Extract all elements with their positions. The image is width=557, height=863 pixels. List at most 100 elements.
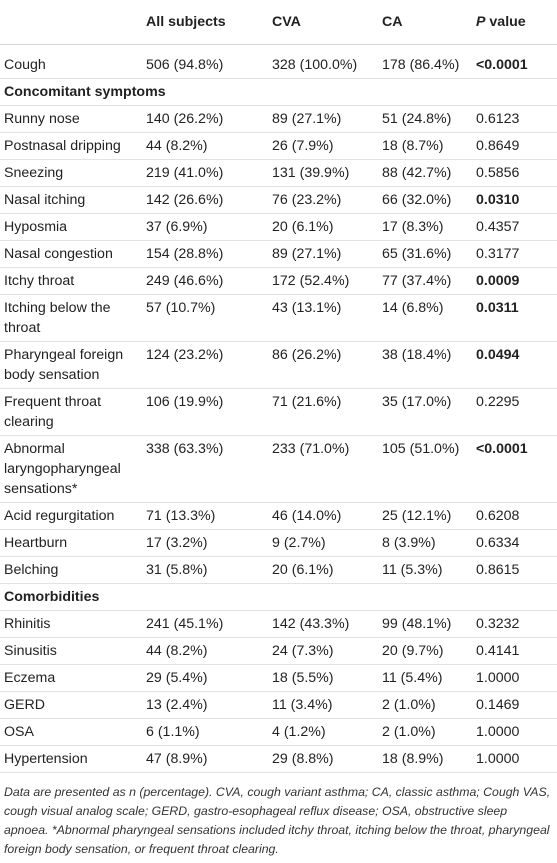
cell: 77 (37.4%) [378, 267, 472, 295]
cell: 328 (100.0%) [268, 44, 378, 79]
cell: 172 (52.4%) [268, 267, 378, 295]
cell: 51 (24.8%) [378, 105, 472, 133]
table-row: Runny nose 140 (26.2%) 89 (27.1%) 51 (24.8%… [0, 105, 557, 133]
cell: 65 (31.6%) [378, 240, 472, 268]
cell: 88 (42.7%) [378, 159, 472, 187]
p-value: 0.0494 [472, 341, 557, 389]
table-row: Eczema 29 (5.4%) 18 (5.5%) 11 (5.4%) 1.0000 [0, 664, 557, 692]
row-label: Nasal congestion [0, 240, 142, 268]
cell: 26 (7.9%) [268, 132, 378, 160]
p-value: 0.4357 [472, 213, 557, 241]
cell: 13 (2.4%) [142, 691, 268, 719]
cell: 20 (9.7%) [378, 637, 472, 665]
p-value: 0.0311 [472, 294, 557, 342]
cell: 17 (3.2%) [142, 529, 268, 557]
row-label: Hypertension [0, 745, 142, 773]
cell: 154 (28.8%) [142, 240, 268, 268]
table-body: Cough 506 (94.8%) 328 (100.0%) 178 (86.4%) <… [0, 44, 557, 773]
header-cell: P value [472, 0, 557, 45]
cell: 219 (41.0%) [142, 159, 268, 187]
p-value: 1.0000 [472, 718, 557, 746]
table-row: Sneezing 219 (41.0%) 131 (39.9%) 88 (42.7%)… [0, 159, 557, 187]
table-row: Nasal congestion 154 (28.8%) 89 (27.1%) 65 … [0, 240, 557, 268]
table-row: Concomitant symptoms [0, 78, 557, 106]
header-cell [0, 0, 142, 45]
p-label: value [489, 14, 526, 30]
row-label: Belching [0, 556, 142, 584]
cell: 178 (86.4%) [378, 44, 472, 79]
cell: 2 (1.0%) [378, 691, 472, 719]
row-label: Itching below the throat [0, 294, 142, 342]
cell: 8 (3.9%) [378, 529, 472, 557]
section-heading: Comorbidities [0, 583, 557, 611]
cell: 142 (26.6%) [142, 186, 268, 214]
cell: 4 (1.2%) [268, 718, 378, 746]
cell: 17 (8.3%) [378, 213, 472, 241]
row-label: Runny nose [0, 105, 142, 133]
p-value: 0.0310 [472, 186, 557, 214]
row-label: Pharyngeal foreign body sensation [0, 341, 142, 389]
p-value: 0.6123 [472, 105, 557, 133]
header-cell: CA [378, 0, 472, 45]
p-value: 0.2295 [472, 388, 557, 436]
table-row: GERD 13 (2.4%) 11 (3.4%) 2 (1.0%) 0.1469 [0, 691, 557, 719]
row-label: Sinusitis [0, 637, 142, 665]
cell: 124 (23.2%) [142, 341, 268, 389]
cell: 9 (2.7%) [268, 529, 378, 557]
cell: 71 (13.3%) [142, 502, 268, 530]
cell: 37 (6.9%) [142, 213, 268, 241]
cell: 89 (27.1%) [268, 240, 378, 268]
cell: 29 (8.8%) [268, 745, 378, 773]
p-value: <0.0001 [472, 44, 557, 79]
cell: 46 (14.0%) [268, 502, 378, 530]
cell: 31 (5.8%) [142, 556, 268, 584]
row-label: OSA [0, 718, 142, 746]
table-row: Nasal itching 142 (26.6%) 76 (23.2%) 66 (32… [0, 186, 557, 214]
cell: 44 (8.2%) [142, 132, 268, 160]
p-value: 0.6334 [472, 529, 557, 557]
cell: 6 (1.1%) [142, 718, 268, 746]
cell: 249 (46.6%) [142, 267, 268, 295]
table-row: Sinusitis 44 (8.2%) 24 (7.3%) 20 (9.7%) 0.41… [0, 637, 557, 665]
header-row: All subjects CVA CA P value [0, 0, 557, 45]
cell: 47 (8.9%) [142, 745, 268, 773]
table-row: Hyposmia 37 (6.9%) 20 (6.1%) 17 (8.3%) 0.435… [0, 213, 557, 241]
cell: 506 (94.8%) [142, 44, 268, 79]
p-value: 0.8615 [472, 556, 557, 584]
cell: 38 (18.4%) [378, 341, 472, 389]
p-value: 0.3232 [472, 610, 557, 638]
table-row: Abnormal laryngopharyngeal sensations* 33… [0, 435, 557, 503]
cell: 71 (21.6%) [268, 388, 378, 436]
cell: 35 (17.0%) [378, 388, 472, 436]
cell: 11 (3.4%) [268, 691, 378, 719]
header-cell: All subjects [142, 0, 268, 45]
cell: 14 (6.8%) [378, 294, 472, 342]
row-label: Heartburn [0, 529, 142, 557]
cell: 89 (27.1%) [268, 105, 378, 133]
table-row: Heartburn 17 (3.2%) 9 (2.7%) 8 (3.9%) 0.6334 [0, 529, 557, 557]
row-label: Abnormal laryngopharyngeal sensations* [0, 435, 142, 503]
p-value: 1.0000 [472, 745, 557, 773]
cell: 2 (1.0%) [378, 718, 472, 746]
cell: 20 (6.1%) [268, 213, 378, 241]
table-row: Pharyngeal foreign body sensation 124 (23… [0, 341, 557, 389]
table-row: Hypertension 47 (8.9%) 29 (8.8%) 18 (8.9%) 1… [0, 745, 557, 773]
cell: 18 (8.7%) [378, 132, 472, 160]
table-row: Belching 31 (5.8%) 20 (6.1%) 11 (5.3%) 0.861… [0, 556, 557, 584]
footnote: Data are presented as n (percentage). CV… [4, 785, 551, 856]
row-label: Itchy throat [0, 267, 142, 295]
row-label: GERD [0, 691, 142, 719]
row-label: Hyposmia [0, 213, 142, 241]
table-row: Cough 506 (94.8%) 328 (100.0%) 178 (86.4%) <… [0, 44, 557, 79]
p-value: 0.1469 [472, 691, 557, 719]
cell: 57 (10.7%) [142, 294, 268, 342]
cell: 66 (32.0%) [378, 186, 472, 214]
p-value: 0.8649 [472, 132, 557, 160]
cell: 11 (5.3%) [378, 556, 472, 584]
row-label: Nasal itching [0, 186, 142, 214]
cell: 18 (8.9%) [378, 745, 472, 773]
row-label: Eczema [0, 664, 142, 692]
p-value: 1.0000 [472, 664, 557, 692]
row-label: Acid regurgitation [0, 502, 142, 530]
